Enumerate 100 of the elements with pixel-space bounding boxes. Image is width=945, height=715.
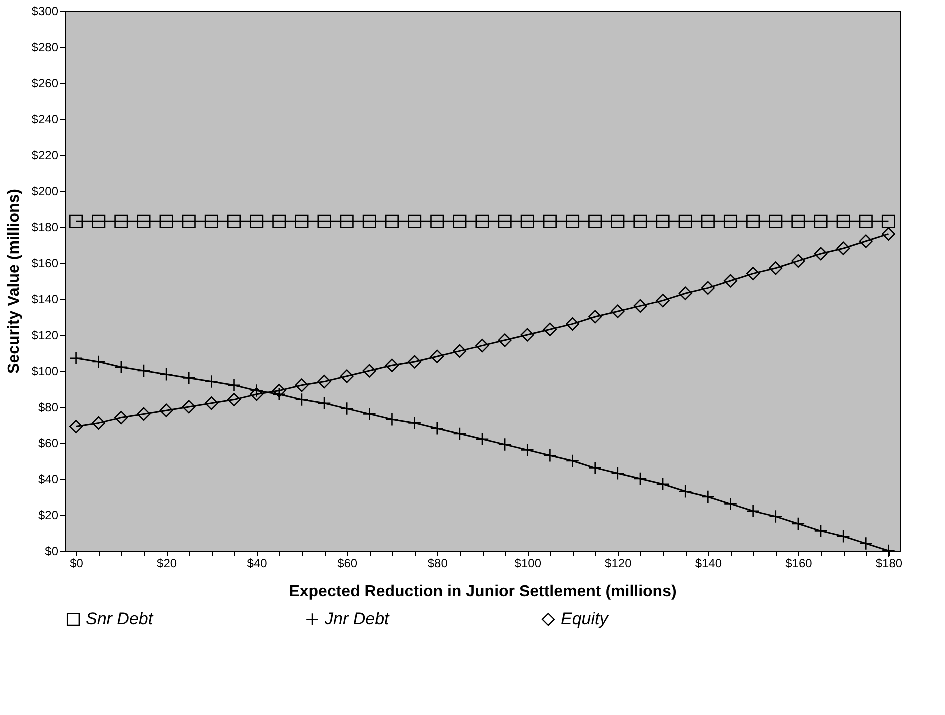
point [611,304,625,318]
point [227,393,242,407]
y-tick-label: $180 [32,220,59,234]
point [362,364,376,378]
point [408,355,422,369]
point [746,267,760,281]
point [656,294,670,308]
point [340,370,354,384]
point [114,411,128,425]
x-axis-title: Expected Reduction in Junior Settlement (millions) [289,584,677,600]
point [92,214,106,228]
point [498,214,512,228]
point [250,214,264,228]
y-tick-label: $0 [45,544,59,558]
point [566,317,580,331]
point [701,214,715,228]
point [204,396,218,410]
point [611,214,625,228]
y-tick-label: $220 [32,148,59,162]
y-tick-label: $120 [32,328,59,342]
point [769,214,783,228]
point [701,281,715,295]
point [70,420,84,434]
point [678,286,692,300]
point [859,214,873,228]
point [656,214,670,228]
y-tick-label: $100 [32,364,59,378]
point [340,214,354,228]
point [137,214,151,228]
point [476,214,490,228]
point [634,214,648,228]
x-tick-label: $20 [157,556,178,570]
point [137,407,151,421]
point [634,299,648,313]
point [678,214,692,228]
y-tick-label: $240 [32,112,59,126]
y-tick-label: $200 [32,184,59,198]
x-tick-label: $140 [695,556,722,570]
y-tick-label: $40 [38,472,59,486]
point [543,322,557,336]
point [295,214,309,228]
point [588,214,602,228]
point [114,214,128,228]
x-tick-label: $0 [70,556,84,570]
point [498,334,512,348]
y-tick-label: $160 [32,256,59,270]
x-tick-label: $180 [876,556,903,570]
point [814,214,828,228]
point [566,214,580,228]
y-tick-label: $280 [32,40,59,54]
point [70,214,84,228]
y-tick-label: $60 [38,436,59,450]
point [182,214,196,228]
point [453,344,467,358]
x-tick-label: $40 [247,556,268,570]
y-tick-label: $300 [32,4,59,18]
legend-label: Jnr Debt [324,610,391,629]
point [182,400,196,414]
point [882,227,896,241]
point [746,214,760,228]
y-tick-label: $80 [38,400,59,414]
legend-label: Snr Debt [86,610,154,629]
point [588,310,602,324]
point [204,214,218,228]
y-tick-label: $260 [32,76,59,90]
y-tick-label: $20 [38,508,59,522]
y-tick-label: $140 [32,292,59,306]
point [160,404,174,418]
point [836,242,850,256]
point [724,274,738,288]
x-tick-label: $60 [338,556,358,570]
point [476,339,490,353]
point [385,214,400,228]
point [792,214,806,228]
point [160,214,174,228]
x-tick-label: $120 [605,556,632,570]
point [362,214,376,228]
y-axis-title: Security Value (millions) [6,189,23,374]
point [836,214,850,228]
point [318,375,332,389]
point [882,214,896,228]
point [792,254,806,268]
point [430,350,444,364]
point [430,214,444,228]
point [385,358,400,372]
point [543,214,557,228]
point [520,328,534,342]
x-tick-label: $100 [514,556,542,570]
point [227,214,242,228]
point [769,262,783,276]
point [272,214,286,228]
point [318,214,332,228]
point [814,247,828,261]
point [520,214,534,228]
point [453,214,467,228]
point [92,416,106,430]
x-tick-label: $160 [786,556,813,570]
x-tick-label: $80 [428,556,448,570]
point [272,384,286,398]
point [859,234,873,248]
